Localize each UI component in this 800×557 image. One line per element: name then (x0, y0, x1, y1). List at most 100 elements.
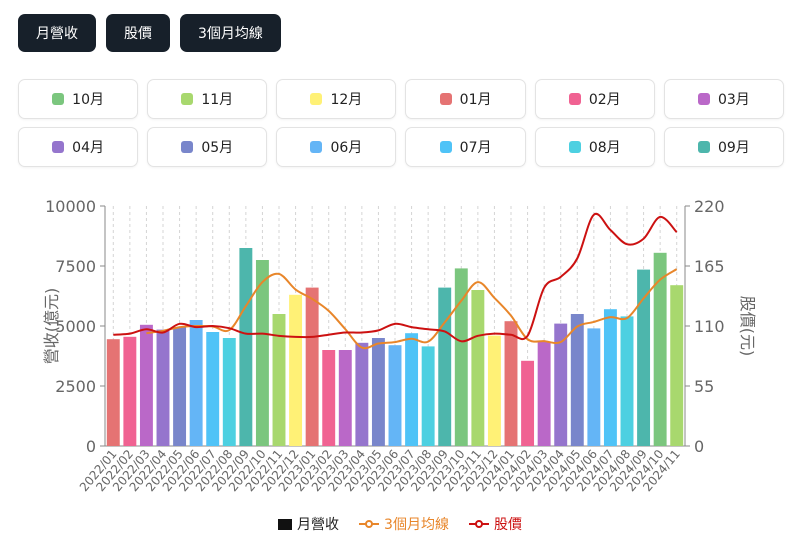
month-color-swatch (181, 93, 194, 105)
y2-tick-label: 165 (694, 257, 725, 276)
month-filter-6[interactable]: 04月 (18, 127, 139, 167)
month-filter-label: 01月 (459, 92, 492, 108)
legend-marker (278, 518, 293, 530)
chart-mode-tabs: 月營收 股價 3個月均線 (18, 14, 281, 52)
revenue-bar (537, 341, 551, 446)
month-filter-label: 05月 (201, 140, 234, 156)
y-tick-label: 7500 (55, 257, 96, 276)
month-color-swatch (439, 141, 452, 153)
revenue-bar (670, 285, 684, 446)
month-filter-label: 03月 (717, 92, 750, 108)
revenue-bar (371, 338, 385, 446)
month-filter-11[interactable]: 09月 (663, 127, 784, 167)
month-filter-label: 07月 (459, 140, 492, 156)
month-filter-label: 06月 (330, 140, 363, 156)
month-color-swatch (181, 141, 194, 153)
revenue-bar (587, 328, 601, 446)
month-color-swatch (310, 93, 323, 105)
revenue-bar (156, 329, 170, 446)
revenue-bar (355, 342, 369, 446)
month-filter-label: 04月 (72, 140, 104, 156)
revenue-bar (139, 324, 153, 446)
month-filter-9[interactable]: 07月 (405, 127, 526, 167)
month-filter-8[interactable]: 06月 (276, 127, 397, 167)
month-filter-label: 12月 (330, 92, 363, 108)
revenue-bar (272, 314, 286, 446)
revenue-bar (388, 345, 402, 446)
month-filter-2[interactable]: 12月 (276, 79, 397, 119)
legend-item[interactable]: 3個月均線 (359, 514, 449, 534)
legend-item[interactable]: 月營收 (278, 514, 339, 534)
revenue-bar (123, 336, 137, 446)
revenue-bar (421, 346, 435, 446)
stock-price-line (113, 212, 678, 343)
revenue-bar (487, 335, 501, 446)
legend-marker (359, 520, 380, 528)
revenue-bar (504, 321, 518, 446)
revenue-bar (106, 339, 120, 446)
revenue-bar (322, 350, 336, 446)
month-filter-1[interactable]: 11月 (147, 79, 268, 119)
month-filter-grid: 10月 11月 12月 01月 02月 03月 04月 05月 06月 07月 08月 09月 (18, 79, 784, 167)
legend-marker (468, 520, 489, 528)
month-color-swatch (568, 141, 581, 153)
tab-stock-price[interactable]: 股價 (106, 14, 170, 52)
legend-item[interactable]: 股價 (468, 514, 522, 534)
revenue-bar (289, 294, 303, 446)
revenue-bar (554, 323, 568, 446)
y2-tick-label: 0 (694, 437, 704, 456)
y2-axis-title: 股價(元) (738, 296, 757, 357)
month-color-swatch (697, 141, 710, 153)
y-tick-label: 10000 (45, 197, 96, 216)
tab-3-month-average[interactable]: 3個月均線 (180, 14, 281, 52)
revenue-bar (222, 338, 236, 446)
month-filter-label: 08月 (588, 140, 621, 156)
revenue-bar (454, 268, 468, 446)
month-filter-4[interactable]: 02月 (534, 79, 655, 119)
revenue-bar (653, 252, 667, 446)
y2-tick-label: 220 (694, 197, 725, 216)
month-filter-10[interactable]: 08月 (534, 127, 655, 167)
y2-tick-label: 110 (694, 317, 725, 336)
revenue-bar (521, 360, 535, 446)
legend-label: 股價 (493, 517, 522, 533)
month-color-swatch (52, 93, 65, 105)
revenue-bar (338, 350, 352, 446)
legend-label: 月營收 (297, 517, 340, 533)
month-color-swatch (52, 141, 65, 153)
month-filter-label: 10月 (72, 92, 104, 108)
revenue-bar (305, 287, 319, 446)
month-color-swatch (310, 141, 323, 153)
revenue-bar (189, 320, 203, 446)
revenue-bar (603, 309, 617, 446)
month-filter-0[interactable]: 10月 (18, 79, 139, 119)
revenue-bar (206, 332, 220, 446)
revenue-bar (471, 290, 485, 446)
month-color-swatch (439, 93, 452, 105)
y-tick-label: 0 (86, 437, 96, 456)
legend-label: 3個月均線 (384, 517, 449, 533)
month-filter-5[interactable]: 03月 (663, 79, 784, 119)
month-filter-label: 02月 (588, 92, 621, 108)
chart-legend: 月營收 3個月均線 股價 (0, 514, 800, 534)
month-color-swatch (568, 93, 581, 105)
month-filter-label: 09月 (717, 140, 750, 156)
month-filter-7[interactable]: 05月 (147, 127, 268, 167)
y-tick-label: 2500 (55, 377, 96, 396)
revenue-bar (620, 316, 634, 446)
month-filter-3[interactable]: 01月 (405, 79, 526, 119)
y-tick-label: 5000 (55, 317, 96, 336)
revenue-bar (239, 248, 253, 446)
revenue-bar (570, 314, 584, 446)
revenue-bar (255, 260, 269, 446)
revenue-bar (438, 287, 452, 446)
revenue-bar (173, 327, 187, 446)
moving-average-line (146, 268, 678, 350)
y2-tick-label: 55 (694, 377, 714, 396)
revenue-bar (405, 333, 419, 446)
revenue-bar (637, 269, 651, 446)
revenue-price-chart: 0 2500 5000 7500 10000 0 55 110 165 220 營收(億元) 股價(元… (42, 197, 757, 494)
month-color-swatch (697, 93, 710, 105)
tab-monthly-revenue[interactable]: 月營收 (18, 14, 96, 52)
y-axis-title: 營收(億元) (42, 288, 61, 365)
